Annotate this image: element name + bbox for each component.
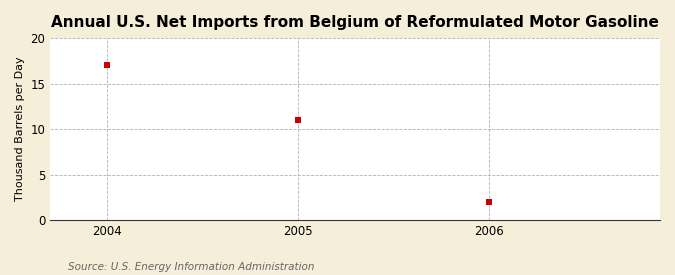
Title: Annual U.S. Net Imports from Belgium of Reformulated Motor Gasoline: Annual U.S. Net Imports from Belgium of … <box>51 15 659 30</box>
Y-axis label: Thousand Barrels per Day: Thousand Barrels per Day <box>15 57 25 201</box>
Text: Source: U.S. Energy Information Administration: Source: U.S. Energy Information Administ… <box>68 262 314 272</box>
